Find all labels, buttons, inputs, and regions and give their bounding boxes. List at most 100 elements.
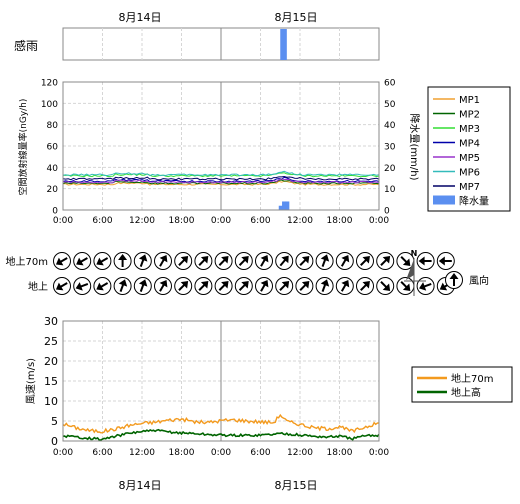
wind-arrow-shaft <box>59 282 68 288</box>
speed-y-tick: 5 <box>51 415 58 428</box>
wind-arrow-head <box>118 254 128 260</box>
wind-arrow-glyph <box>138 254 148 267</box>
wind-arrow-head <box>439 282 448 291</box>
wind-direction-arrow <box>214 252 233 270</box>
wind-arrow-head <box>438 256 445 266</box>
wind-arrow-head <box>118 279 128 287</box>
wind-arrow-shaft <box>238 258 246 266</box>
wind-arrow-head <box>320 254 330 262</box>
speed-x-tick: 0:00 <box>53 448 73 458</box>
wind-direction-arrow <box>73 277 92 295</box>
dose-y-tick: 0 <box>52 207 58 217</box>
speed-y-tick: 15 <box>44 375 58 388</box>
wind-direction-arrow <box>295 252 314 270</box>
precip-y-tick: 30 <box>384 143 396 153</box>
dose-y-tick: 20 <box>47 185 59 195</box>
wind-arrow-head <box>402 283 411 291</box>
wind-arrow-head <box>159 279 168 288</box>
wind-arrow-shaft <box>178 283 186 291</box>
wind-direction-arrow <box>416 252 435 270</box>
wind-arrow-shaft <box>340 283 347 292</box>
wind-arrow-head <box>341 254 350 263</box>
wind-direction-arrow <box>255 277 273 295</box>
north-label: N <box>411 249 418 258</box>
legend-label-mp6: MP6 <box>459 168 480 179</box>
wind-direction-arrow <box>154 277 172 295</box>
wind-direction-arrow <box>133 277 152 295</box>
legend-label-mp4: MP4 <box>459 139 480 150</box>
speed-x-tick: 6:00 <box>250 448 270 458</box>
speed-plot-frame <box>62 320 380 442</box>
dose-series-line-mp4 <box>62 176 380 183</box>
wind-direction-arrow <box>315 277 334 295</box>
wind-speed-chart: 風速(m/s) 0 5 10 15 20 25 30 0:00 6:00 12:00 18:00 0:… <box>25 315 389 458</box>
precip-y-tick: 0 <box>384 207 390 217</box>
top-date-right: 8月15日 <box>275 11 318 24</box>
wind-arrow-shaft <box>100 282 109 288</box>
wind-arrow-shaft <box>178 258 186 266</box>
wind-arrow-glyph <box>55 282 68 291</box>
wind-arrow-shaft <box>279 283 287 291</box>
dose-legend: MP1 MP2 MP3 MP4 MP5 MP6 MP7 降水量 <box>427 86 511 212</box>
top-date-left: 8月14日 <box>119 11 162 24</box>
wind-direction-arrow <box>335 252 354 270</box>
wind-direction-arrow <box>356 277 374 295</box>
speed-y-tick: 25 <box>44 335 58 348</box>
wind-arrow-glyph <box>55 257 68 266</box>
dose-legend-box <box>427 86 511 212</box>
wind-arrow-shaft <box>423 283 432 288</box>
wind-arrow-glyph <box>449 273 459 286</box>
speed-y-tick: 30 <box>44 315 58 328</box>
rain-sensor-label: 感雨 <box>14 38 38 53</box>
wind-direction-arrow <box>315 252 334 270</box>
wind-arrow-head <box>402 258 411 266</box>
north-compass: N <box>404 249 426 296</box>
wind-arrow-head <box>419 282 427 291</box>
wind-arrow-shaft <box>360 283 368 291</box>
wind-direction-arrow <box>113 277 132 295</box>
wind-arrow-glyph <box>238 281 249 291</box>
wind-direction-arrow <box>174 252 193 270</box>
wind-arrow-glyph <box>260 254 269 267</box>
wind-arrow-shaft <box>159 283 165 292</box>
wind-arrow-shaft <box>198 283 206 291</box>
speed-legend-box <box>411 366 513 403</box>
wind-arrow-shaft <box>340 258 347 267</box>
dose-series-line-mp1 <box>63 180 380 186</box>
wind-arrow-glyph <box>96 257 109 266</box>
wind-arrow-glyph <box>159 279 168 292</box>
precip-bar <box>282 201 287 210</box>
speed-x-tick: 18:00 <box>327 448 353 458</box>
wind-arrow-shaft <box>360 258 368 266</box>
wind-arrow-glyph <box>75 282 89 291</box>
wind-arrow-glyph <box>198 256 209 266</box>
wind-arrow-glyph <box>159 254 168 267</box>
wind-arrow-head <box>362 256 370 264</box>
wind-legend-label: 風向 <box>469 274 489 287</box>
rain-detected-bar <box>280 29 287 60</box>
dose-x-tick: 6:00 <box>250 216 270 226</box>
precip-y-tick: 10 <box>384 185 396 195</box>
wind-arrow-glyph <box>438 256 452 266</box>
precip-y-tick: 20 <box>384 164 396 174</box>
wind-direction-arrow <box>194 277 213 295</box>
wind-arrow-shaft <box>218 283 226 291</box>
wind-arrow-glyph <box>320 254 330 267</box>
wind-arrow-shaft <box>218 258 226 266</box>
dose-y-tick: 80 <box>47 121 59 131</box>
wind-arrow-shaft <box>260 258 266 267</box>
wind-direction-arrow <box>93 252 112 270</box>
wind-arrow-shaft <box>321 258 327 267</box>
wind-arrow-glyph <box>380 256 391 266</box>
legend-label-mp5: MP5 <box>459 153 480 164</box>
wind-direction-arrow <box>53 252 71 270</box>
wind-arrow-shaft <box>299 283 307 291</box>
wind-direction-arrow <box>113 252 132 270</box>
wind-arrow-head <box>241 256 249 264</box>
wind-direction-arrow <box>376 252 395 270</box>
wind-arrow-glyph <box>279 281 290 291</box>
wind-direction-arrow <box>174 277 193 295</box>
legend-label-mp3: MP3 <box>459 124 480 135</box>
dose-series-line-mp3 <box>62 172 380 178</box>
